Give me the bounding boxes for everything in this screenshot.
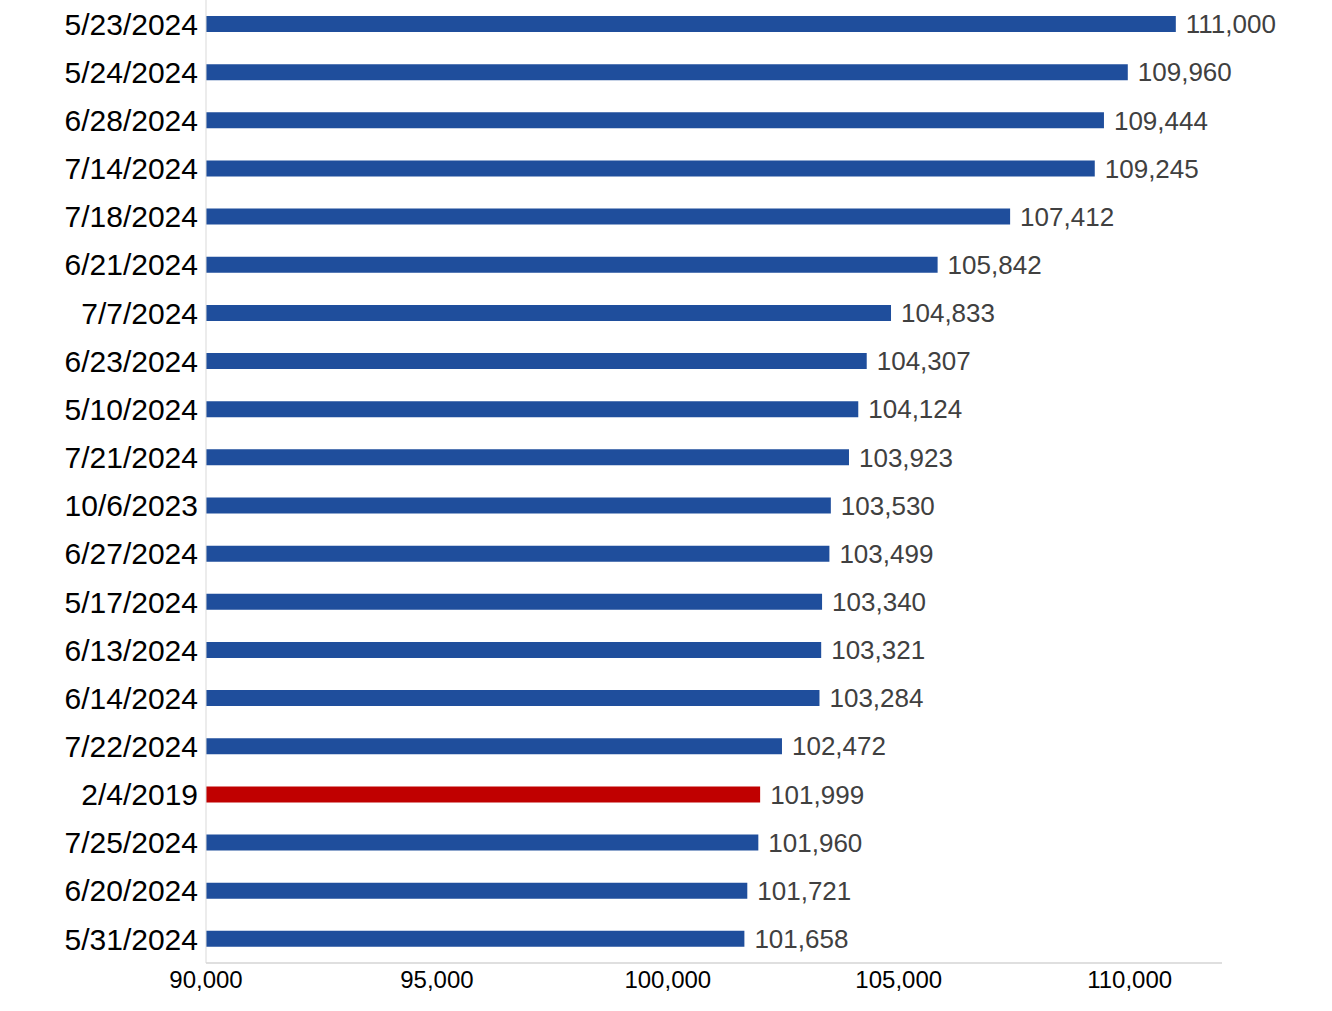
svg-text:5/24/2024: 5/24/2024 xyxy=(65,56,198,89)
svg-text:109,960: 109,960 xyxy=(1138,57,1232,87)
svg-text:101,721: 101,721 xyxy=(757,876,851,906)
svg-text:7/22/2024: 7/22/2024 xyxy=(65,730,198,763)
svg-text:6/13/2024: 6/13/2024 xyxy=(65,634,198,667)
svg-text:6/27/2024: 6/27/2024 xyxy=(65,537,198,570)
svg-text:6/23/2024: 6/23/2024 xyxy=(65,345,198,378)
svg-text:7/21/2024: 7/21/2024 xyxy=(65,441,198,474)
svg-text:6/20/2024: 6/20/2024 xyxy=(65,874,198,907)
svg-text:100,000: 100,000 xyxy=(624,966,711,993)
svg-text:95,000: 95,000 xyxy=(400,966,473,993)
svg-text:109,444: 109,444 xyxy=(1114,106,1208,136)
svg-text:104,124: 104,124 xyxy=(868,394,962,424)
svg-text:110,000: 110,000 xyxy=(1087,966,1172,993)
svg-text:103,499: 103,499 xyxy=(839,539,933,569)
svg-text:105,000: 105,000 xyxy=(855,966,942,993)
svg-text:101,658: 101,658 xyxy=(754,924,848,954)
svg-text:7/7/2024: 7/7/2024 xyxy=(81,297,198,330)
svg-text:107,412: 107,412 xyxy=(1020,202,1114,232)
svg-text:103,923: 103,923 xyxy=(859,443,953,473)
svg-text:103,340: 103,340 xyxy=(832,587,926,617)
svg-text:101,999: 101,999 xyxy=(770,780,864,810)
svg-text:103,284: 103,284 xyxy=(829,683,923,713)
svg-text:5/10/2024: 5/10/2024 xyxy=(65,393,198,426)
svg-text:6/14/2024: 6/14/2024 xyxy=(65,682,198,715)
svg-text:5/17/2024: 5/17/2024 xyxy=(65,586,198,619)
svg-text:103,530: 103,530 xyxy=(841,491,935,521)
svg-text:103,321: 103,321 xyxy=(831,635,925,665)
svg-text:101,960: 101,960 xyxy=(768,828,862,858)
svg-text:105,842: 105,842 xyxy=(948,250,1042,280)
svg-text:7/18/2024: 7/18/2024 xyxy=(65,200,198,233)
svg-text:104,307: 104,307 xyxy=(877,346,971,376)
svg-text:7/14/2024: 7/14/2024 xyxy=(65,152,198,185)
svg-text:111,000: 111,000 xyxy=(1186,9,1276,39)
svg-text:6/21/2024: 6/21/2024 xyxy=(65,248,198,281)
svg-text:5/31/2024: 5/31/2024 xyxy=(65,923,198,956)
svg-text:104,833: 104,833 xyxy=(901,298,995,328)
svg-text:5/23/2024: 5/23/2024 xyxy=(65,8,198,41)
svg-text:102,472: 102,472 xyxy=(792,731,886,761)
svg-text:7/25/2024: 7/25/2024 xyxy=(65,826,198,859)
svg-text:90,000: 90,000 xyxy=(169,966,242,993)
svg-text:10/6/2023: 10/6/2023 xyxy=(65,489,198,522)
svg-text:6/28/2024: 6/28/2024 xyxy=(65,104,198,137)
svg-text:2/4/2019: 2/4/2019 xyxy=(81,778,198,811)
svg-text:109,245: 109,245 xyxy=(1105,154,1199,184)
